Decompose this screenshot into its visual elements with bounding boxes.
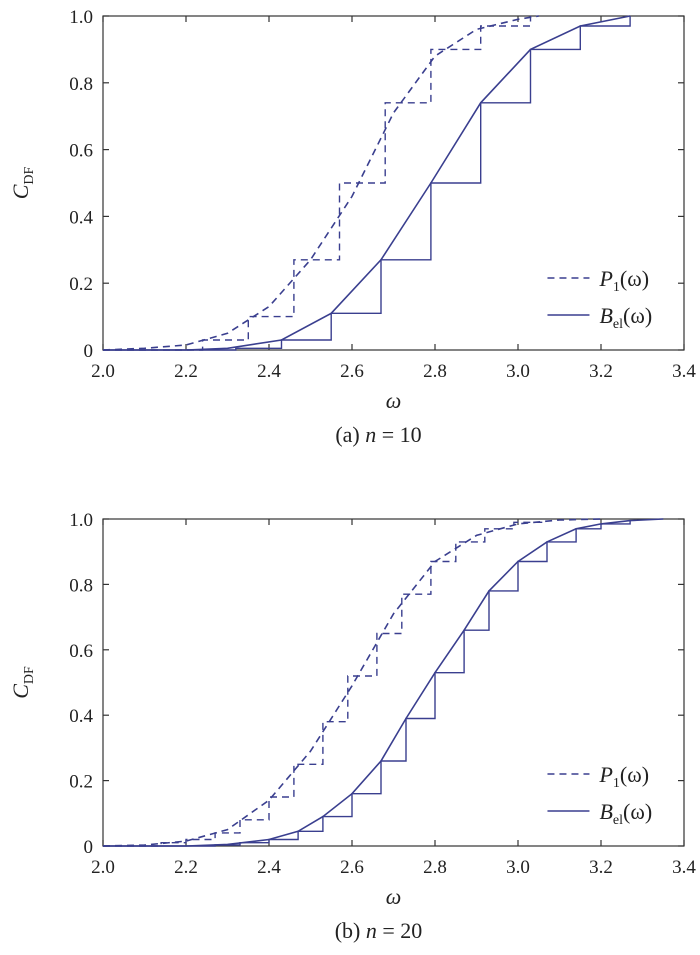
y-tick-label: 1.0: [69, 510, 93, 531]
plot-frame: [102, 15, 685, 351]
series-bel-curve: [103, 518, 664, 847]
x-tick-label: 3.0: [506, 361, 530, 382]
series-bel-curve: [103, 15, 631, 351]
x-tick-label: 2.0: [91, 361, 115, 382]
y-axis-label: CDF: [8, 166, 37, 199]
x-axis-label: ω: [386, 884, 402, 909]
y-tick-label: 0: [84, 837, 94, 858]
legend-label-bel: Bel(ω): [599, 303, 652, 332]
y-tick-label: 1.0: [69, 7, 93, 28]
y-tick-label: 0.6: [69, 141, 93, 162]
series-p1-curve: [102, 15, 539, 351]
y-axis-label: CDF: [8, 666, 37, 699]
panel-caption: (b) n = 20: [335, 918, 423, 943]
y-tick-label: 0.2: [69, 274, 93, 295]
x-tick-label: 3.4: [672, 361, 696, 382]
series-p1-curve: [102, 518, 602, 847]
y-tick-label: 0.8: [69, 74, 93, 95]
legend-label-bel: Bel(ω): [599, 799, 652, 828]
x-tick-label: 2.4: [257, 857, 281, 878]
y-tick-label: 0.4: [69, 207, 93, 228]
chart-panel-b: 2.0 2.2 2.4 2.6 2.8 3.0 3.2 3.4 0 0.2 0.4 0.6 0.8 1.0…: [8, 510, 696, 943]
x-tick-label: 3.0: [506, 857, 530, 878]
x-tick-label: 3.2: [589, 857, 613, 878]
legend-label-p1: P1(ω): [598, 266, 649, 295]
x-tick-label: 3.2: [589, 361, 613, 382]
x-tick-label: 2.4: [257, 361, 281, 382]
panel-caption: (a) n = 10: [335, 422, 421, 447]
legend-label-p1: P1(ω): [598, 762, 649, 791]
series-p1-step: [103, 16, 532, 351]
plot-frame: [102, 518, 685, 847]
x-tick-label: 2.8: [423, 361, 447, 382]
x-tick-label: 2.6: [340, 857, 364, 878]
chart-panel-a: 2.0 2.2 2.4 2.6 2.8 3.0 3.2 3.4 0 0.2 0.4 0.6 0.8 1.0…: [8, 7, 696, 447]
x-tick-label: 3.4: [672, 857, 696, 878]
x-tick-label: 2.0: [91, 857, 115, 878]
x-tick-label: 2.8: [423, 857, 447, 878]
y-tick-label: 0.6: [69, 641, 93, 662]
y-tick-label: 0.8: [69, 575, 93, 596]
x-tick-label: 2.6: [340, 361, 364, 382]
series-bel-step: [103, 520, 631, 847]
y-tick-label: 0.2: [69, 772, 93, 793]
y-tick-label: 0.4: [69, 706, 93, 727]
x-tick-label: 2.2: [174, 857, 198, 878]
series-bel-step: [103, 16, 631, 351]
y-tick-label: 0: [84, 341, 94, 362]
series-p1-step: [103, 519, 544, 847]
x-tick-label: 2.2: [174, 361, 198, 382]
x-axis-label: ω: [386, 388, 402, 413]
